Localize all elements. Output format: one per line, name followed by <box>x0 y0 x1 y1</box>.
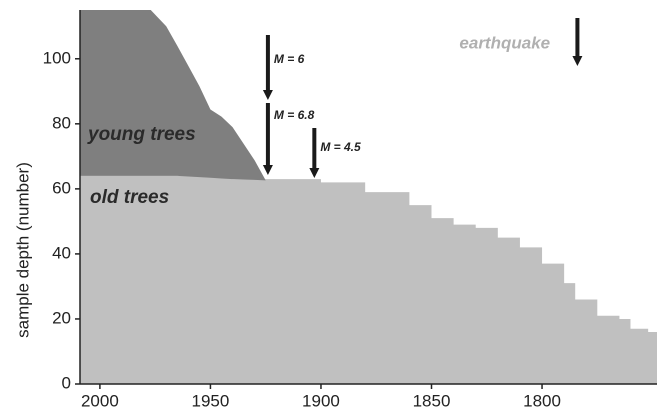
x-tick-label: 1900 <box>302 391 340 410</box>
annotation-label: M = 4.5 <box>320 140 361 154</box>
y-tick-label: 60 <box>52 178 71 197</box>
label-old-trees: old trees <box>90 187 169 208</box>
arrow-head <box>262 165 273 175</box>
y-tick-label: 20 <box>52 308 71 327</box>
y-tick-label: 40 <box>52 243 71 262</box>
x-tick-label: 1800 <box>523 391 561 410</box>
annotation-label: earthquake <box>459 33 550 52</box>
y-tick-label: 0 <box>62 373 71 392</box>
area-young-trees <box>80 10 266 181</box>
x-tick-label: 1850 <box>413 391 451 410</box>
arrow-head <box>572 56 583 66</box>
y-axis-label: sample depth (number) <box>13 162 32 338</box>
annotation-label: M = 6 <box>274 52 305 66</box>
arrow-head <box>262 90 273 100</box>
y-tick-label: 100 <box>43 48 71 67</box>
area-old-trees <box>80 175 657 384</box>
x-tick-label: 1950 <box>192 391 230 410</box>
label-young-trees: young trees <box>87 124 196 145</box>
annotation-label: M = 6.8 <box>274 108 315 122</box>
x-tick-label: 2000 <box>81 391 119 410</box>
arrow-head <box>309 168 320 178</box>
y-tick-label: 80 <box>52 113 71 132</box>
